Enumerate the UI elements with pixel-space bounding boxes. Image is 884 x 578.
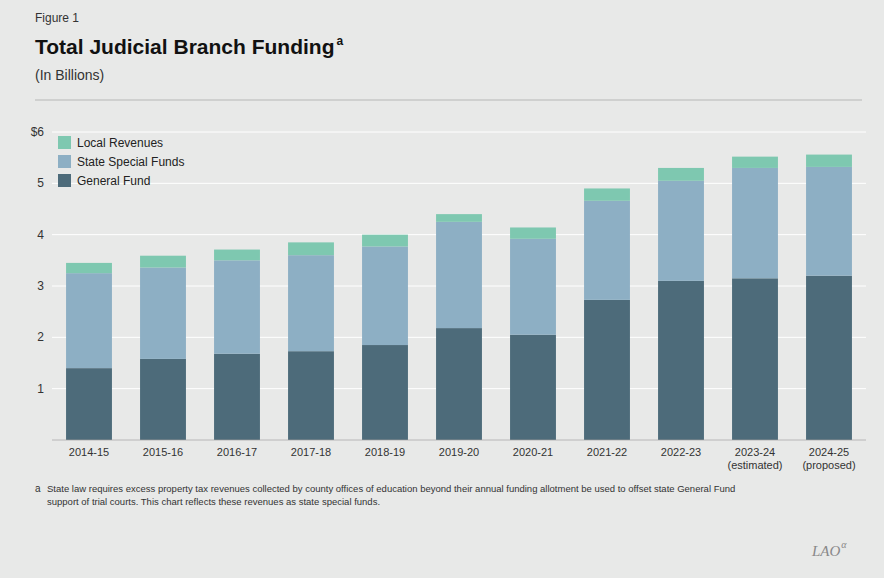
x-tick-label: 2022-23 bbox=[661, 446, 701, 458]
series bbox=[66, 155, 852, 274]
legend-label: State Special Funds bbox=[77, 155, 184, 169]
bar bbox=[288, 351, 334, 440]
header-rule bbox=[35, 100, 862, 101]
bar bbox=[66, 263, 112, 273]
figure-label: Figure 1 bbox=[35, 11, 79, 25]
bar bbox=[732, 157, 778, 168]
bar bbox=[66, 273, 112, 368]
legend: Local Revenues State Special Funds General… bbox=[58, 136, 184, 188]
legend-swatch bbox=[58, 136, 71, 149]
x-tick-label: 2017-18 bbox=[291, 446, 331, 458]
bar bbox=[436, 222, 482, 328]
y-axis: 1 2 3 4 5 $6 bbox=[31, 125, 45, 396]
bar bbox=[140, 359, 186, 440]
bar bbox=[140, 256, 186, 268]
bar bbox=[510, 227, 556, 238]
legend-swatch bbox=[58, 174, 71, 187]
bar bbox=[584, 201, 630, 300]
bar bbox=[806, 276, 852, 440]
bar bbox=[732, 168, 778, 278]
bar bbox=[584, 188, 630, 200]
bar bbox=[806, 155, 852, 167]
bar bbox=[214, 260, 260, 353]
bar bbox=[362, 345, 408, 440]
bar bbox=[66, 368, 112, 440]
bar bbox=[658, 281, 704, 440]
bar bbox=[806, 167, 852, 276]
series bbox=[66, 167, 852, 368]
bar bbox=[436, 328, 482, 440]
grid bbox=[52, 132, 866, 440]
footnote: support of trial courts. This chart refl… bbox=[47, 496, 380, 507]
y-tick-label: $6 bbox=[31, 125, 45, 139]
bar bbox=[214, 250, 260, 261]
title-superscript: a bbox=[336, 34, 343, 48]
y-tick-label: 3 bbox=[37, 279, 44, 293]
background bbox=[0, 0, 884, 578]
legend-swatch bbox=[58, 155, 71, 168]
subtitle: (In Billions) bbox=[35, 67, 104, 83]
y-tick-label: 1 bbox=[37, 382, 44, 396]
title: Total Judicial Branch Fundinga bbox=[35, 34, 343, 58]
x-tick-label: 2018-19 bbox=[365, 446, 405, 458]
bars bbox=[66, 155, 852, 440]
bar bbox=[362, 246, 408, 345]
legend-label: General Fund bbox=[77, 174, 150, 188]
x-tick-label: 2016-17 bbox=[217, 446, 257, 458]
bar bbox=[510, 239, 556, 335]
bar bbox=[288, 242, 334, 255]
chart: Figure 1 Total Judicial Branch Fundinga (I… bbox=[0, 0, 884, 578]
watermark: LAO bbox=[811, 543, 841, 559]
bar bbox=[436, 214, 482, 222]
footnote: State law requires excess property tax r… bbox=[47, 483, 735, 494]
bar bbox=[140, 268, 186, 359]
grid-line bbox=[52, 132, 866, 133]
footnote-marker: a bbox=[35, 483, 41, 494]
bar bbox=[658, 181, 704, 281]
bar bbox=[214, 354, 260, 440]
bar bbox=[288, 255, 334, 351]
x-tick-label: 2024-25(proposed) bbox=[802, 446, 855, 471]
bar bbox=[658, 168, 704, 181]
watermark-symbol: α bbox=[841, 539, 847, 550]
x-axis-line bbox=[52, 440, 866, 441]
x-tick-label: 2014-15 bbox=[69, 446, 109, 458]
y-tick-label: 4 bbox=[37, 228, 44, 242]
legend-label: Local Revenues bbox=[77, 136, 163, 150]
x-tick-label: 2023-24(estimated) bbox=[727, 446, 782, 471]
y-tick-label: 5 bbox=[37, 176, 44, 190]
bar bbox=[362, 235, 408, 247]
x-tick-label: 2015-16 bbox=[143, 446, 183, 458]
bar bbox=[510, 335, 556, 440]
x-axis: 2014-15 2015-16 2016-17 2017-18 2018-19 2019-… bbox=[69, 446, 856, 471]
bar bbox=[732, 278, 778, 440]
bar bbox=[584, 300, 630, 440]
x-tick-label: 2019-20 bbox=[439, 446, 479, 458]
y-tick-label: 2 bbox=[37, 330, 44, 344]
x-tick-label: 2020-21 bbox=[513, 446, 553, 458]
grid-line bbox=[52, 440, 866, 441]
x-tick-label: 2021-22 bbox=[587, 446, 627, 458]
